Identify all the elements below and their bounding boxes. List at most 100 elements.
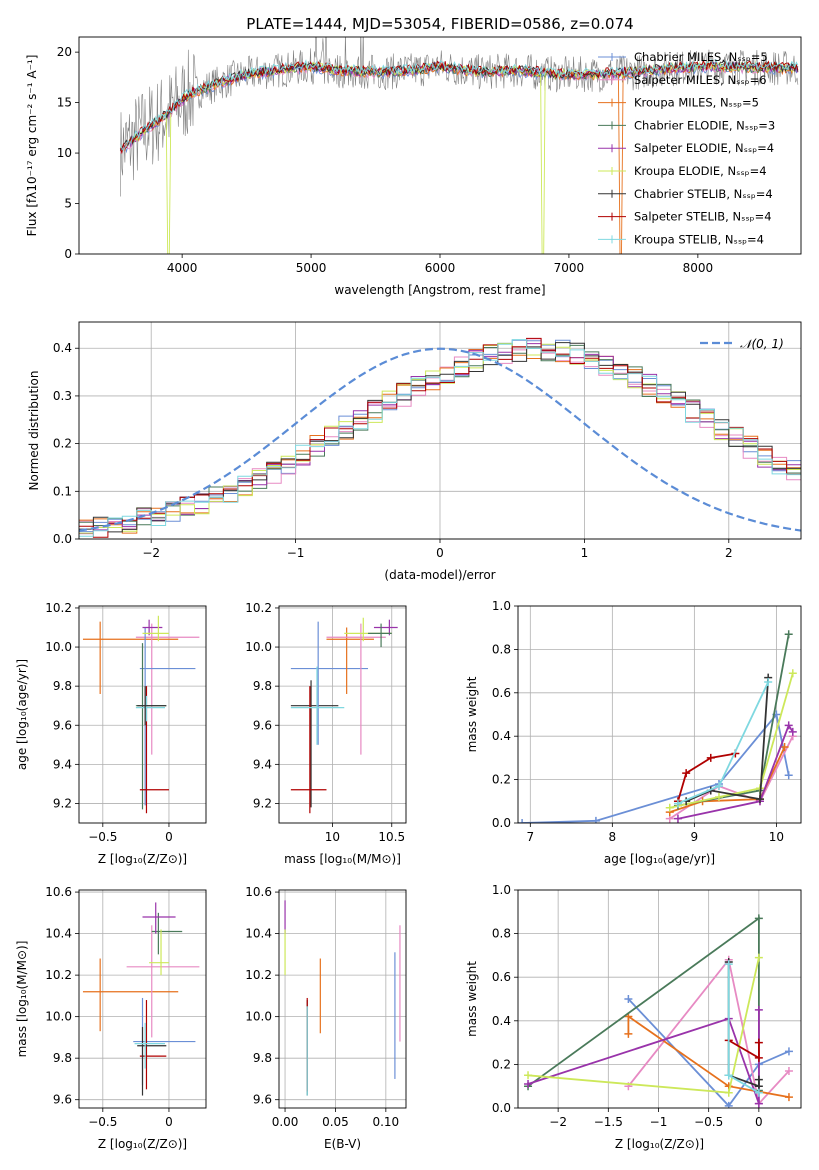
y-tick-label: 1.0 (492, 599, 511, 613)
y-tick-label: 10.2 (45, 601, 72, 615)
y-tick-label: 0.0 (53, 532, 72, 546)
figure-title: PLATE=1444, MJD=53054, FIBERID=0586, z=0… (246, 15, 633, 33)
y-tick-label: 9.8 (253, 679, 272, 693)
weight-line (677, 752, 736, 802)
spectrum-legend: Chabrier MILES, Nₛₛₚ=5 Salpeter MILES, Nₛ… (598, 50, 775, 246)
weight-marker (673, 799, 682, 808)
x-axis-label: Z [log₁₀(Z/Z⊙)] (98, 852, 187, 866)
y-tick-label: 9.4 (53, 757, 72, 771)
y-tick-label: 10.0 (245, 1010, 272, 1024)
y-tick-label: 10.4 (245, 927, 272, 941)
axes-ebv-mass: 0.00 0.05 0.10 9.6 9.8 10.0 10.2 10.4 10.6 E(B-V) (245, 885, 407, 1151)
y-tick-label: 10.0 (45, 1010, 72, 1024)
x-tick-label: 6000 (425, 261, 456, 275)
y-tick-label: 0.4 (53, 341, 72, 355)
y-tick-label: 9.8 (53, 1051, 72, 1065)
y-tick-label: 0.8 (492, 927, 511, 941)
weight-marker (764, 677, 773, 686)
y-tick-label: 9.6 (253, 718, 272, 732)
y-tick-label: 10.2 (245, 601, 272, 615)
y-tick-label: 0.6 (492, 686, 511, 700)
legend-label: Chabrier ELODIE, Nₛₛₚ=3 (634, 118, 775, 132)
legend-label: Chabrier STELIB, Nₛₛₚ=4 (634, 187, 773, 201)
legend-label: Salpeter STELIB, Nₛₛₚ=4 (634, 210, 772, 224)
y-tick-label: 9.6 (53, 1093, 72, 1107)
axes-residuals: −2 −1 0 1 2 0.0 0.1 0.2 0.3 0.4 (data-model)/error… (27, 321, 802, 582)
weight-line (669, 746, 786, 813)
weight-line (522, 712, 790, 823)
x-axis-label: Z [log₁₀(Z/Z⊙)] (98, 1137, 187, 1151)
x-axis-label: E(B-V) (324, 1137, 361, 1151)
weight-marker (784, 771, 793, 780)
weight-marker (784, 630, 793, 639)
y-tick-label: 20 (57, 45, 72, 59)
x-axis-label: age [log₁₀(age/yr)] (604, 852, 715, 866)
weight-marker (754, 953, 763, 962)
weight-marker (784, 1093, 793, 1102)
legend-label: Salpeter ELODIE, Nₛₛₚ=4 (634, 141, 774, 155)
x-tick-label: 8000 (683, 261, 714, 275)
x-tick-label: 10 (325, 830, 340, 844)
weight-line (627, 957, 790, 1106)
y-tick-label: 0.2 (492, 1057, 511, 1071)
weight-marker (673, 814, 682, 823)
spectrum-model-kroupa-miles (119, 61, 799, 254)
axes-Z-age: −0.5 0 9.2 9.4 9.6 9.8 10.0 10.2 Z [log₁₀(Z/Z⊙)]… (15, 601, 207, 866)
weight-line (677, 681, 770, 805)
x-tick-label: 1 (581, 546, 589, 560)
legend-label: Salpeter MILES, Nₛₛₚ=6 (634, 73, 767, 87)
weight-marker (784, 1066, 793, 1075)
y-tick-label: 0.0 (492, 816, 511, 830)
x-tick-label: 2 (725, 546, 733, 560)
y-axis-label: mass weight (465, 676, 479, 752)
axes-frame (78, 36, 802, 255)
Z-weight-lines (524, 914, 793, 1108)
weight-marker (724, 1088, 733, 1097)
axes-Z-weight: −2 −1.5 −1 −0.5 0 0.0 0.2 0.4 0.6 0.8 1.0 Z [log₁₀(… (465, 883, 802, 1151)
x-tick-label: 0 (165, 1115, 173, 1129)
spectrum-lines (119, 37, 799, 254)
spectrum-model-kroupa-stelib (119, 58, 799, 152)
x-tick-label: −0.5 (694, 1115, 723, 1129)
age-weight-lines (518, 630, 797, 823)
axes-frame (517, 889, 802, 1109)
axes-frame (78, 321, 802, 540)
weight-marker (788, 669, 797, 678)
y-tick-label: 5 (64, 197, 72, 211)
mass-age-points (290, 617, 398, 814)
axes-frame (278, 889, 407, 1109)
y-tick-label: 0.4 (492, 1014, 511, 1028)
x-tick-label: 0.00 (272, 1115, 299, 1129)
weight-marker (784, 721, 793, 730)
x-tick-label: −0.5 (88, 830, 117, 844)
weight-line (627, 998, 790, 1108)
weight-marker (665, 803, 674, 812)
x-tick-label: −0.5 (88, 1115, 117, 1129)
x-tick-label: 7 (526, 830, 534, 844)
x-tick-label: 0 (165, 830, 173, 844)
weight-marker (754, 914, 763, 923)
axes-age-weight: 7 8 9 10 0.0 0.2 0.4 0.6 0.8 1.0 age [log₁₀(age/yr… (465, 599, 802, 866)
y-axis-label: Flux [fλ10⁻¹⁷ erg cm⁻² s⁻¹ A⁻¹] (25, 55, 39, 237)
weight-marker (755, 795, 764, 804)
y-tick-label: 0.4 (492, 729, 511, 743)
x-tick-label: 10 (769, 830, 784, 844)
y-tick-label: 0.6 (492, 970, 511, 984)
y-tick-label: 1.0 (492, 883, 511, 897)
y-axis-label: age [log₁₀(age/yr)] (15, 659, 29, 770)
y-tick-label: 10.6 (245, 885, 272, 899)
y-tick-label: 0.2 (492, 773, 511, 787)
axes-spectrum: 4000 5000 6000 7000 8000 0 5 10 15 20 wavelength [… (25, 36, 802, 297)
x-axis-label: wavelength [Angstrom, rest frame] (334, 283, 545, 297)
weight-marker (724, 1071, 733, 1080)
y-tick-label: 9.2 (253, 796, 272, 810)
weight-line (677, 723, 794, 820)
legend-label: Kroupa ELODIE, Nₛₛₚ=4 (634, 164, 767, 178)
y-tick-label: 0.3 (53, 389, 72, 403)
y-tick-label: 10.0 (245, 640, 272, 654)
y-tick-label: 0.8 (492, 642, 511, 656)
gaussian-curve (79, 347, 801, 532)
weight-marker (714, 782, 723, 791)
weight-marker (788, 727, 797, 736)
